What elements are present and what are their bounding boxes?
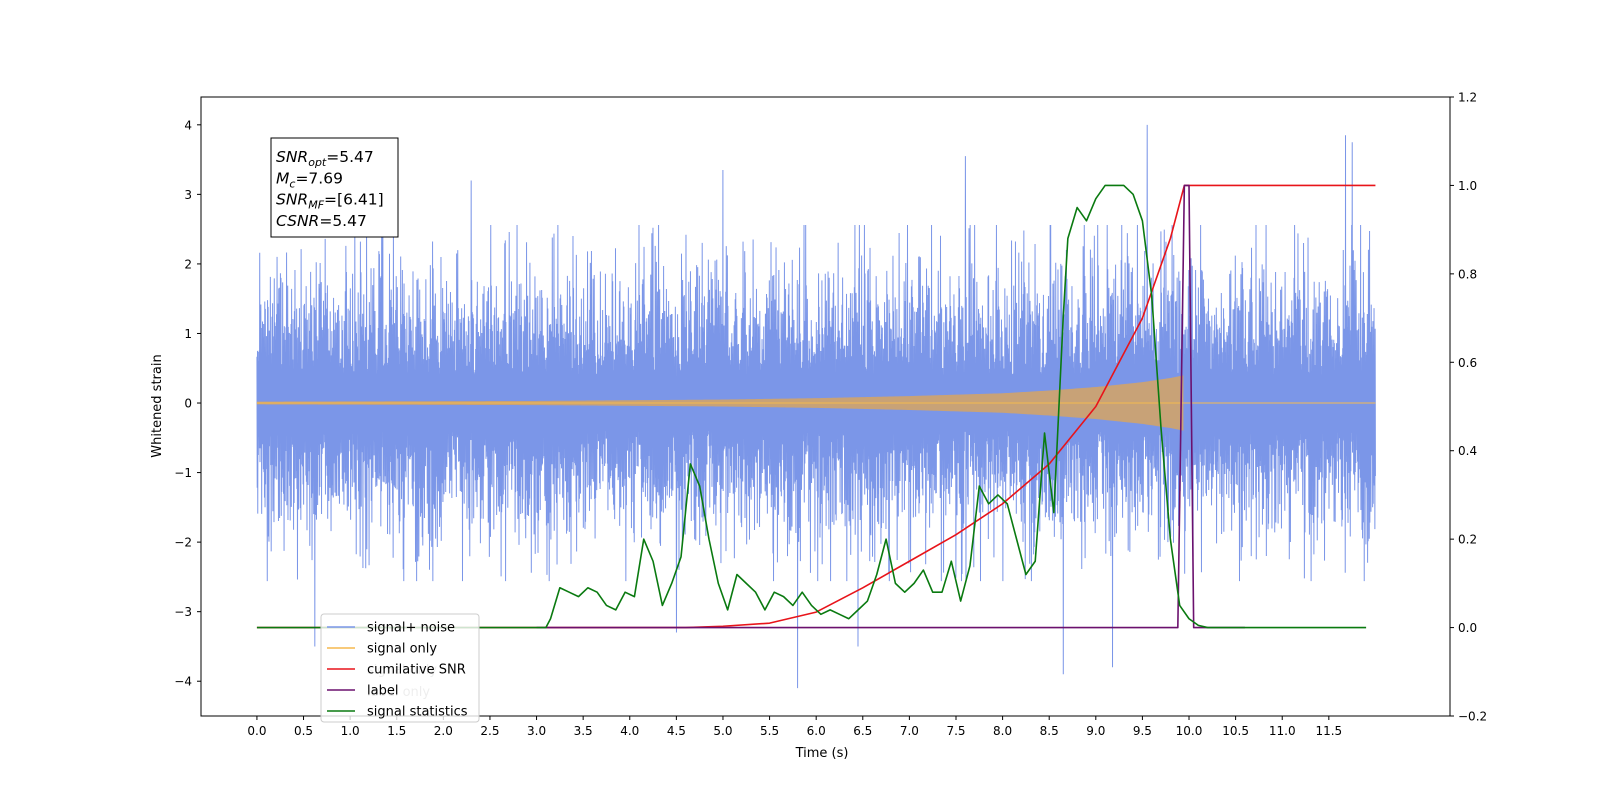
y2-tick-label: 0.8 (1458, 267, 1477, 281)
legend-label: signal statistics (367, 705, 468, 720)
x-tick-label: 5.5 (760, 724, 779, 738)
y2-tick-label: 0.0 (1458, 621, 1477, 635)
x-axis-label: Time (s) (795, 746, 849, 761)
legend-label: cumilative SNR (367, 663, 466, 678)
x-tick-label: 3.0 (527, 724, 546, 738)
x-tick-label: 8.5 (1040, 724, 1059, 738)
series-label (536, 184, 1245, 629)
y-tick-label: 1 (184, 327, 192, 341)
y-tick-label: 3 (184, 188, 192, 202)
annotation-line: SNRopt=5.47 (276, 148, 374, 169)
x-tick-label: 0.5 (294, 724, 313, 738)
series-signal-only (256, 375, 1376, 431)
annotation-frame (270, 137, 399, 238)
x-tick-label: 1.5 (387, 724, 406, 738)
legend: signal onlylabel onlysignal+ noisesignal… (320, 613, 480, 723)
legend-label: signal+ noise (367, 621, 455, 636)
y2-tick-label: −0.2 (1458, 710, 1487, 724)
x-tick-label: 7.0 (900, 724, 919, 738)
x-tick-label: 1.0 (341, 724, 360, 738)
annotation-line: SNRMF=[6.41] (276, 191, 384, 212)
y2-tick-label: 0.2 (1458, 533, 1477, 547)
x-tick-label: 11.0 (1269, 724, 1296, 738)
x-tick-label: 2.5 (480, 724, 499, 738)
x-tick-label: 9.0 (1086, 724, 1105, 738)
y-tick-label: −2 (174, 536, 192, 550)
x-tick-label: 8.0 (993, 724, 1012, 738)
signal-noise-line (256, 124, 1376, 689)
x-tick-label: 0.0 (247, 724, 266, 738)
y-tick-label: −3 (174, 605, 192, 619)
series-cumulative-snr (256, 184, 1376, 629)
x-tick-label: 4.5 (667, 724, 686, 738)
y2-tick-label: 1.0 (1458, 179, 1477, 193)
x-tick-label: 2.0 (434, 724, 453, 738)
series-signal-noise (256, 124, 1376, 689)
y-tick-label: 0 (184, 397, 192, 411)
x-tick-label: 10.0 (1176, 724, 1203, 738)
x-tick-label: 11.5 (1315, 724, 1342, 738)
x-tick-label: 6.5 (853, 724, 872, 738)
axes-frame (200, 96, 1451, 717)
y2-tick-label: 0.4 (1458, 444, 1477, 458)
x-tick-label: 10.5 (1222, 724, 1249, 738)
x-tick-label: 9.5 (1133, 724, 1152, 738)
x-tick-label: 6.0 (807, 724, 826, 738)
annotation-line: CSNR=5.47 (276, 212, 367, 230)
y2-tick-label: 1.2 (1458, 91, 1477, 105)
x-tick-label: 7.5 (946, 724, 965, 738)
y2-tick-label: 0.6 (1458, 356, 1477, 370)
series-signal-statistics (256, 184, 1367, 629)
legend-frame (320, 613, 480, 723)
y-tick-label: −1 (174, 466, 192, 480)
y-tick-label: −4 (174, 675, 192, 689)
y-axis-label: Whitened strain (150, 354, 165, 457)
y-tick-label: 2 (184, 257, 192, 271)
legend-label: label (367, 684, 398, 699)
y-tick-label: 4 (184, 118, 192, 132)
x-tick-label: 5.0 (713, 724, 732, 738)
x-tick-label: 4.0 (620, 724, 639, 738)
x-tick-label: 3.5 (574, 724, 593, 738)
legend-label: signal only (367, 642, 437, 657)
annotation-line: Mc=7.69 (276, 169, 343, 190)
